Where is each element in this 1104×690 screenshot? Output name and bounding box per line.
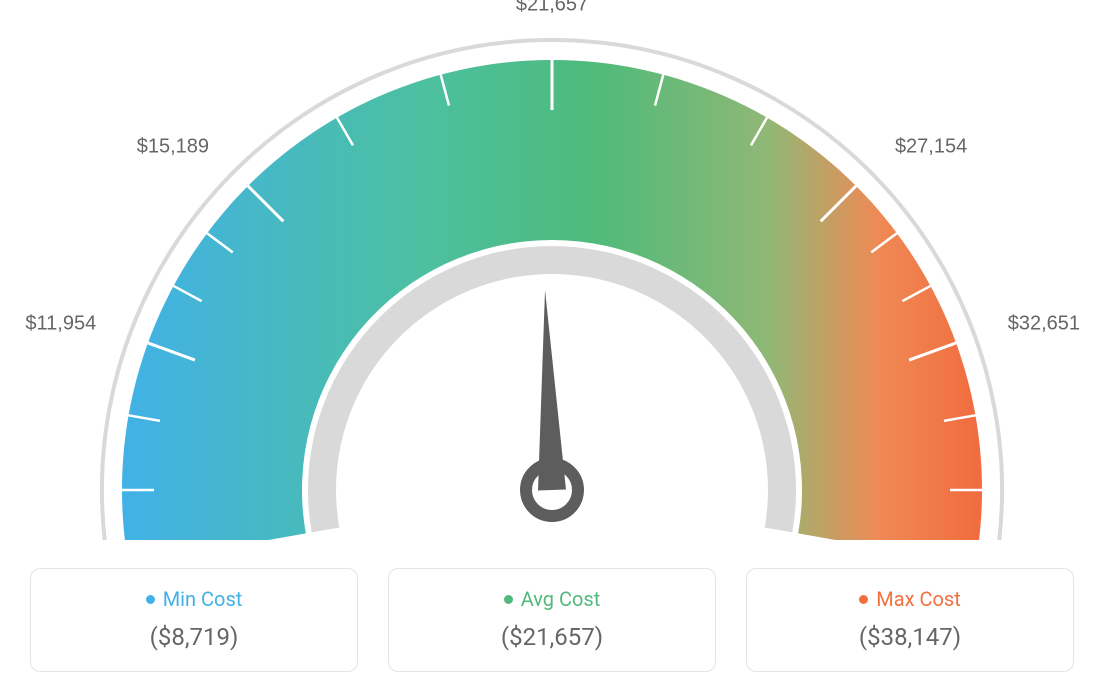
svg-text:$27,154: $27,154 [895, 135, 967, 157]
min-dot-icon [146, 595, 155, 604]
min-cost-card: Min Cost ($8,719) [30, 568, 358, 672]
max-dot-icon [859, 595, 868, 604]
svg-text:$15,189: $15,189 [137, 135, 209, 157]
avg-cost-value: ($21,657) [399, 623, 705, 651]
summary-cards: Min Cost ($8,719) Avg Cost ($21,657) Max… [30, 568, 1074, 672]
min-cost-value: ($8,719) [41, 623, 347, 651]
avg-dot-icon [504, 595, 513, 604]
max-cost-card: Max Cost ($38,147) [746, 568, 1074, 672]
avg-cost-card: Avg Cost ($21,657) [388, 568, 716, 672]
avg-cost-title: Avg Cost [521, 587, 601, 611]
max-cost-title: Max Cost [876, 587, 961, 611]
min-cost-title: Min Cost [163, 587, 243, 611]
svg-text:$32,651: $32,651 [1008, 312, 1080, 334]
svg-text:$11,954: $11,954 [25, 312, 96, 334]
svg-text:$21,657: $21,657 [516, 0, 588, 15]
cost-gauge: $8,719$11,954$15,189$21,657$27,154$32,65… [0, 0, 1104, 540]
max-cost-value: ($38,147) [757, 623, 1063, 651]
